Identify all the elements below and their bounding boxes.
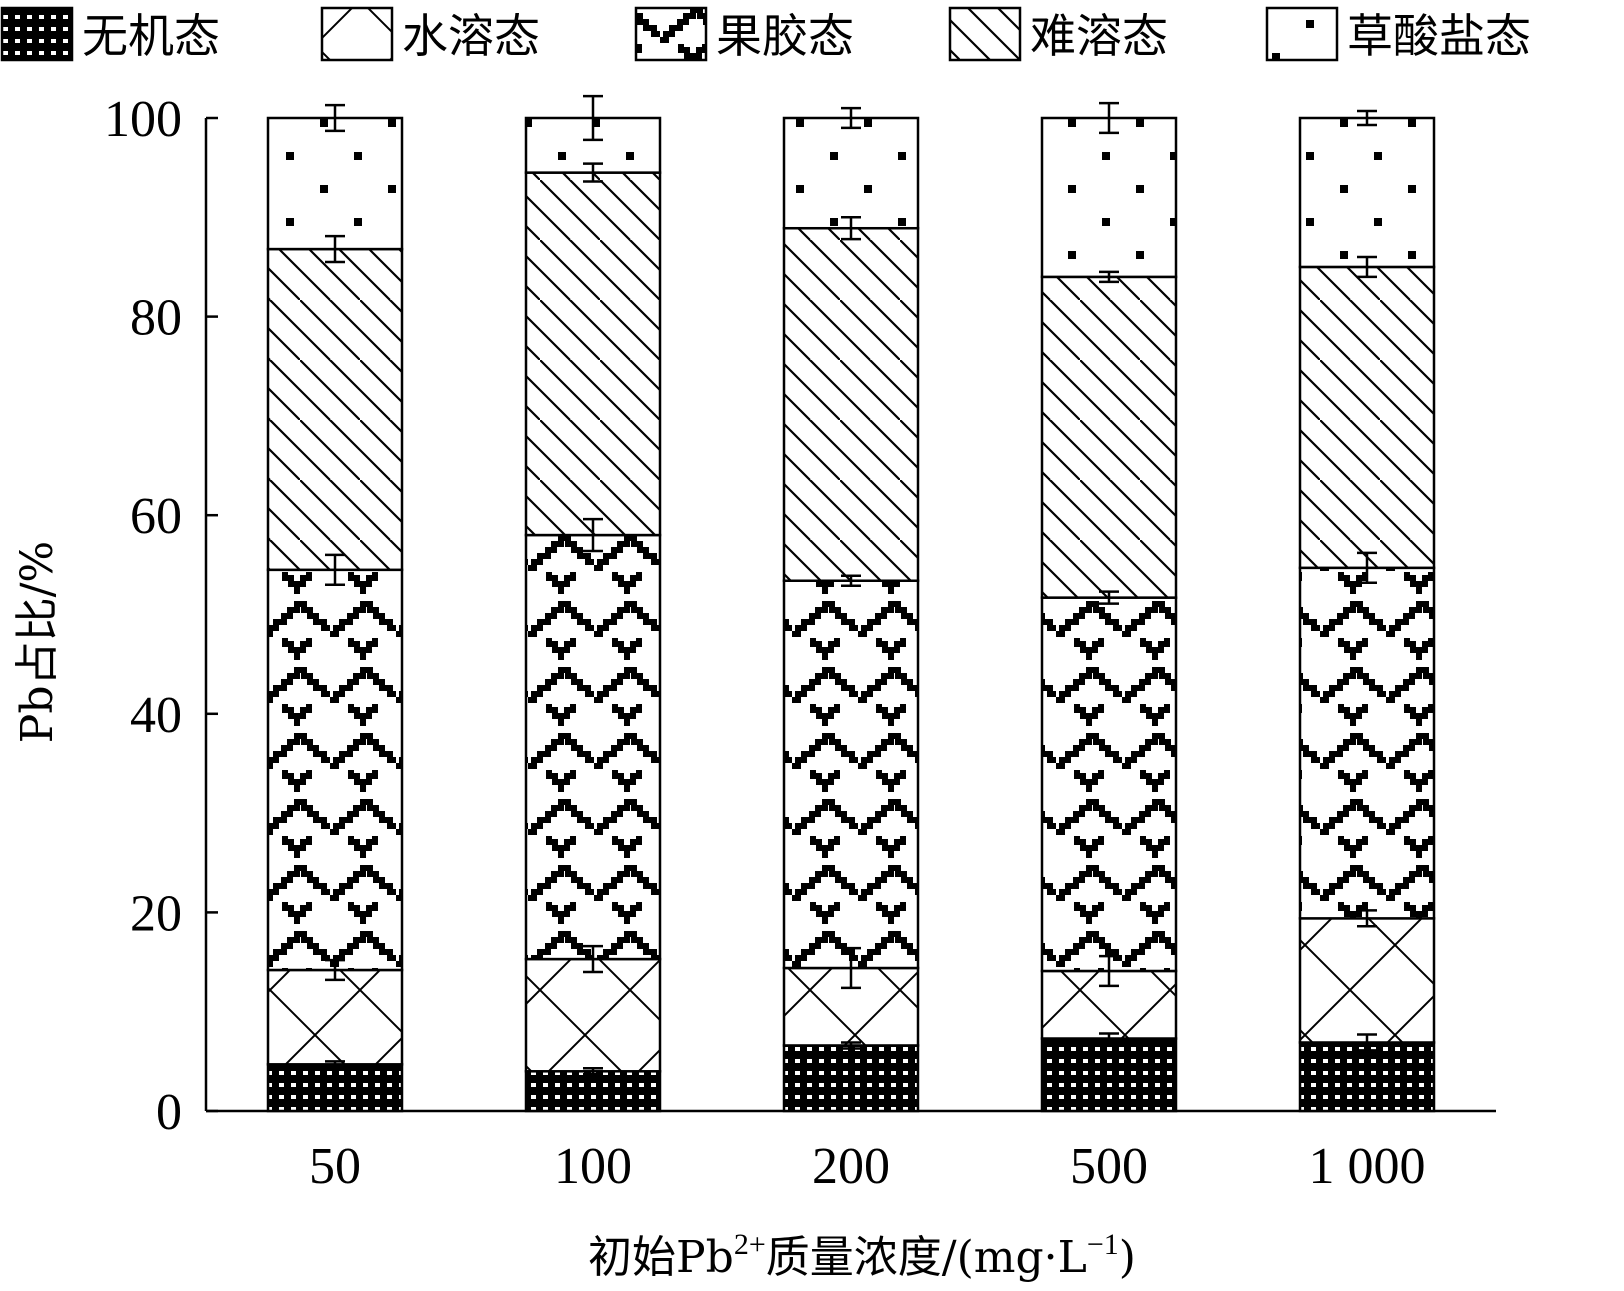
error-bar bbox=[841, 946, 861, 990]
bar-segment bbox=[266, 1063, 404, 1113]
error-bars bbox=[325, 94, 1377, 1076]
y-tick-label: 80 bbox=[130, 290, 182, 347]
x-tick-label: 200 bbox=[812, 1138, 890, 1195]
error-bar bbox=[583, 944, 603, 974]
bar-segment bbox=[1298, 566, 1436, 920]
error-bar bbox=[1357, 1033, 1377, 1052]
bar-segment bbox=[1298, 265, 1436, 570]
y-tick-label: 100 bbox=[104, 91, 182, 148]
y-tick-label: 40 bbox=[130, 687, 182, 744]
legend-label: 水溶态 bbox=[402, 9, 540, 63]
y-tick-label: 20 bbox=[130, 885, 182, 942]
bar-segment bbox=[782, 116, 920, 230]
y-tick-label: 0 bbox=[156, 1084, 182, 1141]
bar-segment bbox=[1298, 116, 1436, 269]
bar-segment bbox=[782, 1044, 920, 1113]
error-bar bbox=[325, 553, 345, 586]
error-bar bbox=[583, 517, 603, 553]
error-bar bbox=[325, 958, 345, 982]
error-bar bbox=[841, 574, 861, 587]
bar-segment bbox=[524, 957, 662, 1073]
bar-segment bbox=[524, 171, 662, 537]
bar-segment bbox=[524, 1070, 662, 1113]
error-bar bbox=[1099, 954, 1119, 988]
legend-item: 果胶态 bbox=[634, 6, 854, 63]
legend-swatch bbox=[320, 6, 394, 62]
bar-segment bbox=[782, 579, 920, 970]
legend-item: 草酸盐态 bbox=[1265, 6, 1531, 63]
legend-item: 水溶态 bbox=[320, 6, 540, 63]
bar-segment bbox=[266, 247, 404, 572]
bar-segment bbox=[266, 968, 404, 1066]
x-tick-label: 500 bbox=[1070, 1138, 1148, 1195]
error-bar bbox=[841, 106, 861, 130]
bar-segment bbox=[524, 533, 662, 961]
x-tick-label: 1 000 bbox=[1309, 1138, 1426, 1195]
error-bar bbox=[583, 94, 603, 142]
legend-swatch bbox=[948, 6, 1022, 62]
bar-segment bbox=[266, 116, 404, 251]
error-bar bbox=[325, 103, 345, 133]
error-bar bbox=[1099, 270, 1119, 284]
error-bar bbox=[1099, 101, 1119, 135]
bar-segment bbox=[1040, 1037, 1178, 1113]
error-bar bbox=[1357, 255, 1377, 279]
bar-segment bbox=[782, 226, 920, 582]
bar-segment bbox=[1040, 275, 1178, 599]
x-axis-title: 初始Pb2+质量浓度/(mg·L−1) bbox=[588, 1228, 1136, 1283]
y-tick-label: 60 bbox=[130, 488, 182, 545]
error-bar bbox=[583, 1067, 603, 1076]
x-ticks: 50 100 200 500 1 000 bbox=[309, 1138, 1426, 1195]
bar-segment bbox=[1040, 596, 1178, 973]
legend-swatch bbox=[1265, 6, 1339, 62]
error-bar bbox=[1357, 551, 1377, 584]
legend-swatch bbox=[0, 6, 74, 62]
y-axis-title: Pb占比/% bbox=[12, 541, 63, 743]
bar-segment bbox=[1298, 917, 1436, 1044]
y-ticks: 0 20 40 60 80 100 bbox=[104, 91, 218, 1141]
error-bar bbox=[1099, 1032, 1119, 1045]
legend: 无机态 水溶态 果胶态 难溶态 草酸盐态 bbox=[0, 6, 1531, 63]
legend-label: 难溶态 bbox=[1030, 9, 1168, 63]
legend-item: 无机态 bbox=[0, 6, 220, 63]
legend-swatch bbox=[634, 6, 708, 62]
error-bar bbox=[841, 1041, 861, 1050]
error-bar bbox=[1099, 590, 1119, 605]
legend-label: 果胶态 bbox=[716, 9, 854, 63]
error-bar bbox=[583, 162, 603, 183]
bars bbox=[266, 116, 1436, 1113]
bar-segment bbox=[1298, 1041, 1436, 1113]
x-tick-label: 100 bbox=[554, 1138, 632, 1195]
error-bar bbox=[1357, 109, 1377, 127]
error-bar bbox=[1357, 909, 1377, 928]
bar-segment bbox=[1040, 116, 1178, 279]
x-tick-label: 50 bbox=[309, 1138, 361, 1195]
error-bar bbox=[325, 1060, 345, 1069]
error-bar bbox=[841, 216, 861, 241]
legend-item: 难溶态 bbox=[948, 6, 1168, 63]
bar-segment bbox=[266, 568, 404, 972]
legend-label: 草酸盐态 bbox=[1347, 9, 1531, 63]
legend-label: 无机态 bbox=[82, 9, 220, 63]
error-bar bbox=[325, 234, 345, 264]
